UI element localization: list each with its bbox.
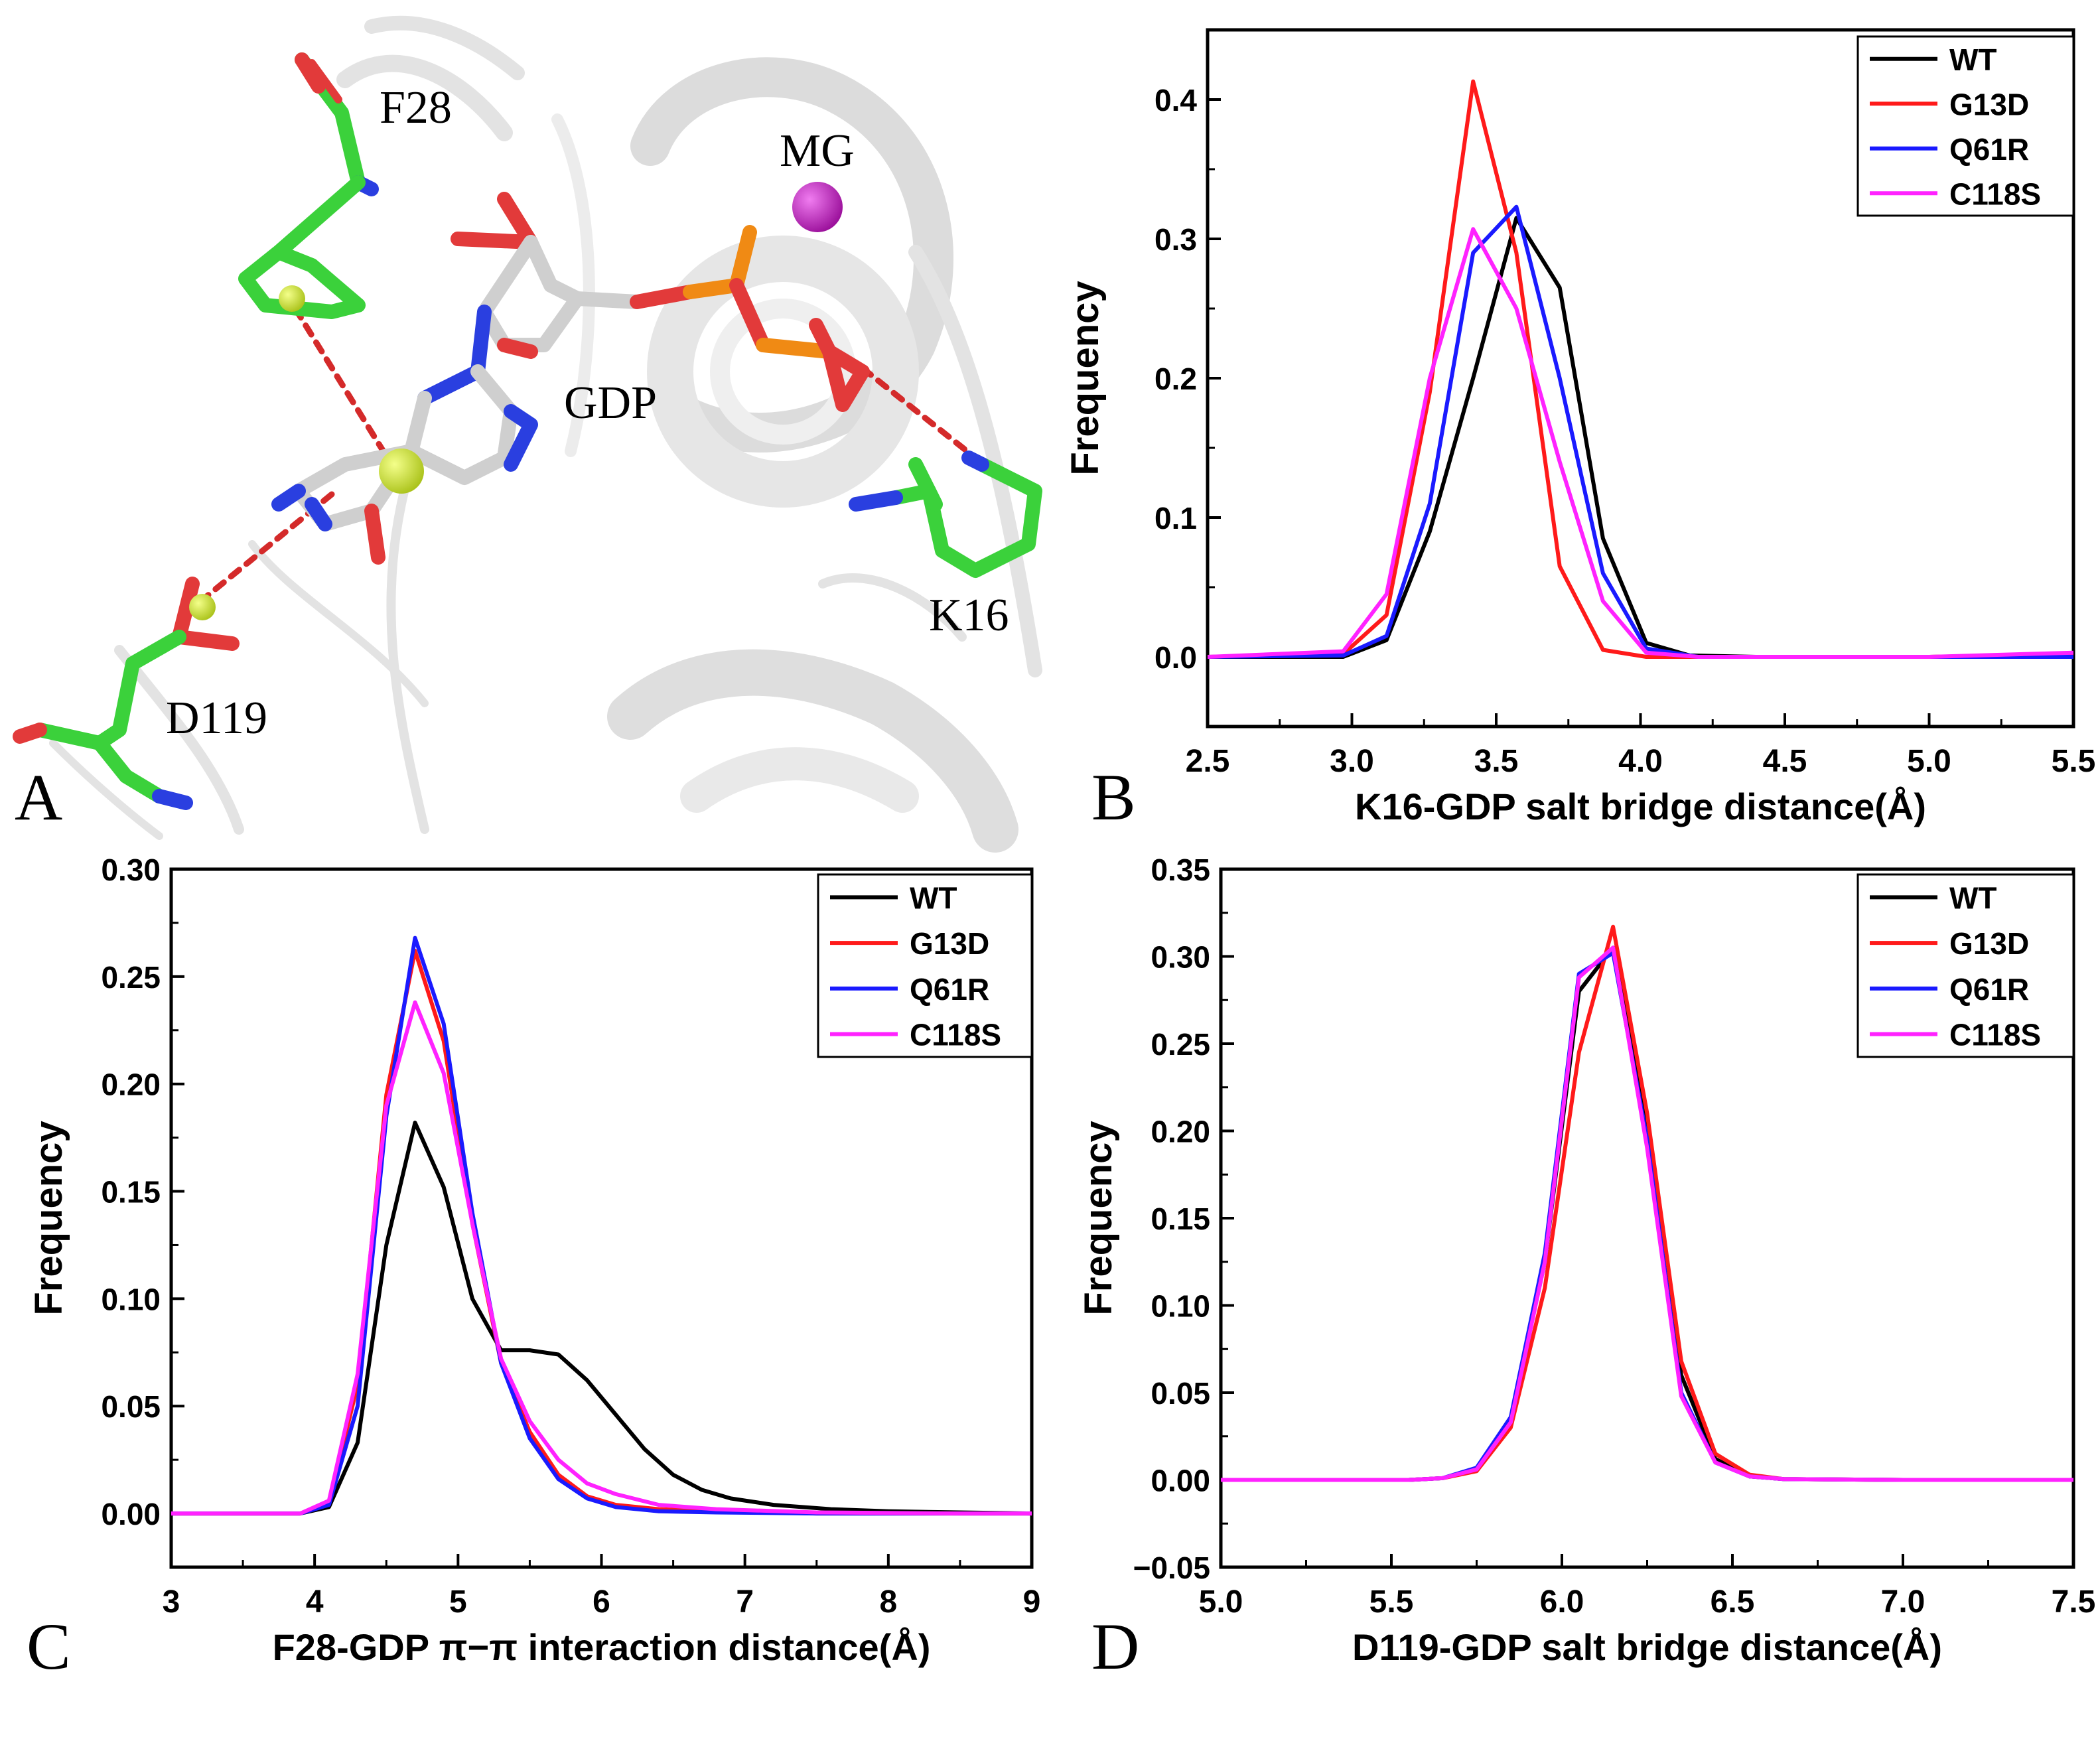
y-tick-label: 0.15 <box>1151 1202 1210 1236</box>
y-axis-label: Frequency <box>1064 281 1107 475</box>
x-tick-label: 5 <box>449 1584 467 1620</box>
y-tick-label: 0.20 <box>1151 1115 1210 1149</box>
panel-c-chart: 3 4 5 6 7 8 9 0.00 0.05 0.10 0.15 0.20 0.25 0.30 F28-G… <box>27 853 1040 1668</box>
y-tick-label: 0.30 <box>101 853 161 887</box>
legend-label: C118S <box>1949 176 2041 211</box>
x-tick-label: 6 <box>593 1584 610 1620</box>
x-tick-label: 3.5 <box>1474 744 1519 779</box>
y-tick-label: 0.25 <box>101 960 161 995</box>
series-line-wt <box>171 1121 1032 1516</box>
ring-centroid-gdp-icon <box>379 449 424 494</box>
x-tick-label: 5.5 <box>2052 744 2096 779</box>
x-tick-label: 7 <box>736 1584 754 1620</box>
x-tick-label: 5.5 <box>1369 1584 1414 1620</box>
y-tick-label: 0.05 <box>1151 1376 1210 1411</box>
y-tick-label: 0.3 <box>1155 222 1197 257</box>
y-tick-label: 0.00 <box>101 1497 161 1531</box>
y-tick-label: 0.10 <box>101 1282 161 1316</box>
panel-letter-d: D <box>1091 1610 1139 1683</box>
label-mg: MG <box>780 125 855 176</box>
y-tick-label: 0.30 <box>1151 940 1210 975</box>
x-tick-label: 7.5 <box>2052 1584 2096 1620</box>
protein-cartoon <box>49 15 1042 853</box>
x-tick-label: 4.5 <box>1763 744 1807 779</box>
series-line-c118s <box>1208 227 2073 659</box>
legend-label: Q61R <box>1949 972 2029 1007</box>
legend: WT G13D Q61R C118S <box>1856 35 2075 217</box>
legend-label: WT <box>1949 880 1997 915</box>
y-axis-label: Frequency <box>27 1121 70 1315</box>
legend-label: G13D <box>910 926 989 961</box>
d119-residue <box>13 577 240 810</box>
carboxyl-centroid-d119-icon <box>189 594 216 620</box>
y-tick-label: 0.0 <box>1155 640 1197 675</box>
k16-residue <box>849 451 1042 578</box>
y-tick-label: 0.2 <box>1155 362 1197 396</box>
series-line-q61r <box>171 936 1032 1516</box>
x-tick-label: 3 <box>163 1584 180 1620</box>
series-line-wt <box>1208 216 2073 659</box>
magnesium-ion-icon <box>792 182 843 232</box>
x-axis-label: D119-GDP salt bridge distance(Å) <box>1352 1626 1942 1668</box>
legend-label: Q61R <box>1949 132 2029 167</box>
legend-label: WT <box>910 880 957 915</box>
x-tick-label: 7.0 <box>1881 1584 1925 1620</box>
x-tick-label: 6.0 <box>1540 1584 1584 1620</box>
ring-centroid-f28-icon <box>279 285 305 312</box>
x-tick-label: 9 <box>1023 1584 1041 1620</box>
panel-b-chart: 2.5 3.0 3.5 4.0 4.5 5.0 5.5 0.0 0.1 0.2 0.3 0.4 K16-… <box>1064 28 2096 827</box>
y-tick-label: 0.20 <box>101 1068 161 1102</box>
y-tick-label: 0.25 <box>1151 1027 1210 1062</box>
f28-residue <box>238 52 379 319</box>
y-tick-label: 0.05 <box>101 1389 161 1424</box>
y-tick-label: 0.10 <box>1151 1289 1210 1324</box>
legend-box <box>1856 873 2075 1058</box>
series-line-q61r <box>1208 204 2073 659</box>
x-axis-label: F28-GDP π−π interaction distance(Å) <box>273 1626 931 1668</box>
panel-d-chart: 5.0 5.5 6.0 6.5 7.0 7.5 −0.05 0.00 0.05 0.10 0.15 0… <box>1077 853 2095 1668</box>
panel-letter-a: A <box>15 760 62 834</box>
gdp-molecule <box>271 192 870 565</box>
legend-label: G13D <box>1949 926 2029 961</box>
y-tick-label: 0.00 <box>1151 1464 1210 1498</box>
x-tick-label: 8 <box>879 1584 897 1620</box>
series-line-c118s <box>171 1000 1032 1516</box>
label-d119: D119 <box>166 693 267 744</box>
legend-box <box>1856 35 2075 217</box>
legend: WT G13D Q61R C118S <box>1856 873 2075 1058</box>
x-tick-label: 4 <box>306 1584 324 1620</box>
panel-letter-b: B <box>1091 760 1136 834</box>
label-k16: K16 <box>929 590 1009 641</box>
panel-letter-c: C <box>27 1610 71 1683</box>
label-f28: F28 <box>380 82 452 133</box>
x-tick-label: 4.0 <box>1618 744 1663 779</box>
legend-label: Q61R <box>910 972 989 1007</box>
x-tick-label: 5.0 <box>1199 1584 1243 1620</box>
y-tick-label: 0.1 <box>1155 501 1197 535</box>
y-tick-label: −0.05 <box>1133 1551 1210 1585</box>
x-tick-label: 6.5 <box>1711 1584 1755 1620</box>
y-axis-label: Frequency <box>1077 1121 1120 1315</box>
y-tick-label: 0.15 <box>101 1175 161 1210</box>
y-tick-label: 0.4 <box>1155 83 1197 117</box>
legend: WT G13D Q61R C118S <box>817 873 1033 1058</box>
x-tick-label: 3.0 <box>1330 744 1374 779</box>
x-tick-label: 2.5 <box>1186 744 1230 779</box>
legend-box <box>817 873 1033 1058</box>
legend-label: G13D <box>1949 87 2029 121</box>
y-tick-label: 0.35 <box>1151 853 1210 887</box>
label-gdp: GDP <box>564 378 657 429</box>
legend-label: C118S <box>1949 1018 2041 1052</box>
panel-a-structure: F28 MG GDP K16 D119 A <box>13 15 1042 853</box>
series-line-c118s <box>1221 945 2073 1482</box>
legend-label: WT <box>1949 42 1997 77</box>
x-tick-label: 5.0 <box>1907 744 1951 779</box>
legend-label: C118S <box>910 1018 1001 1052</box>
x-axis-label: K16-GDP salt bridge distance(Å) <box>1355 786 1926 827</box>
